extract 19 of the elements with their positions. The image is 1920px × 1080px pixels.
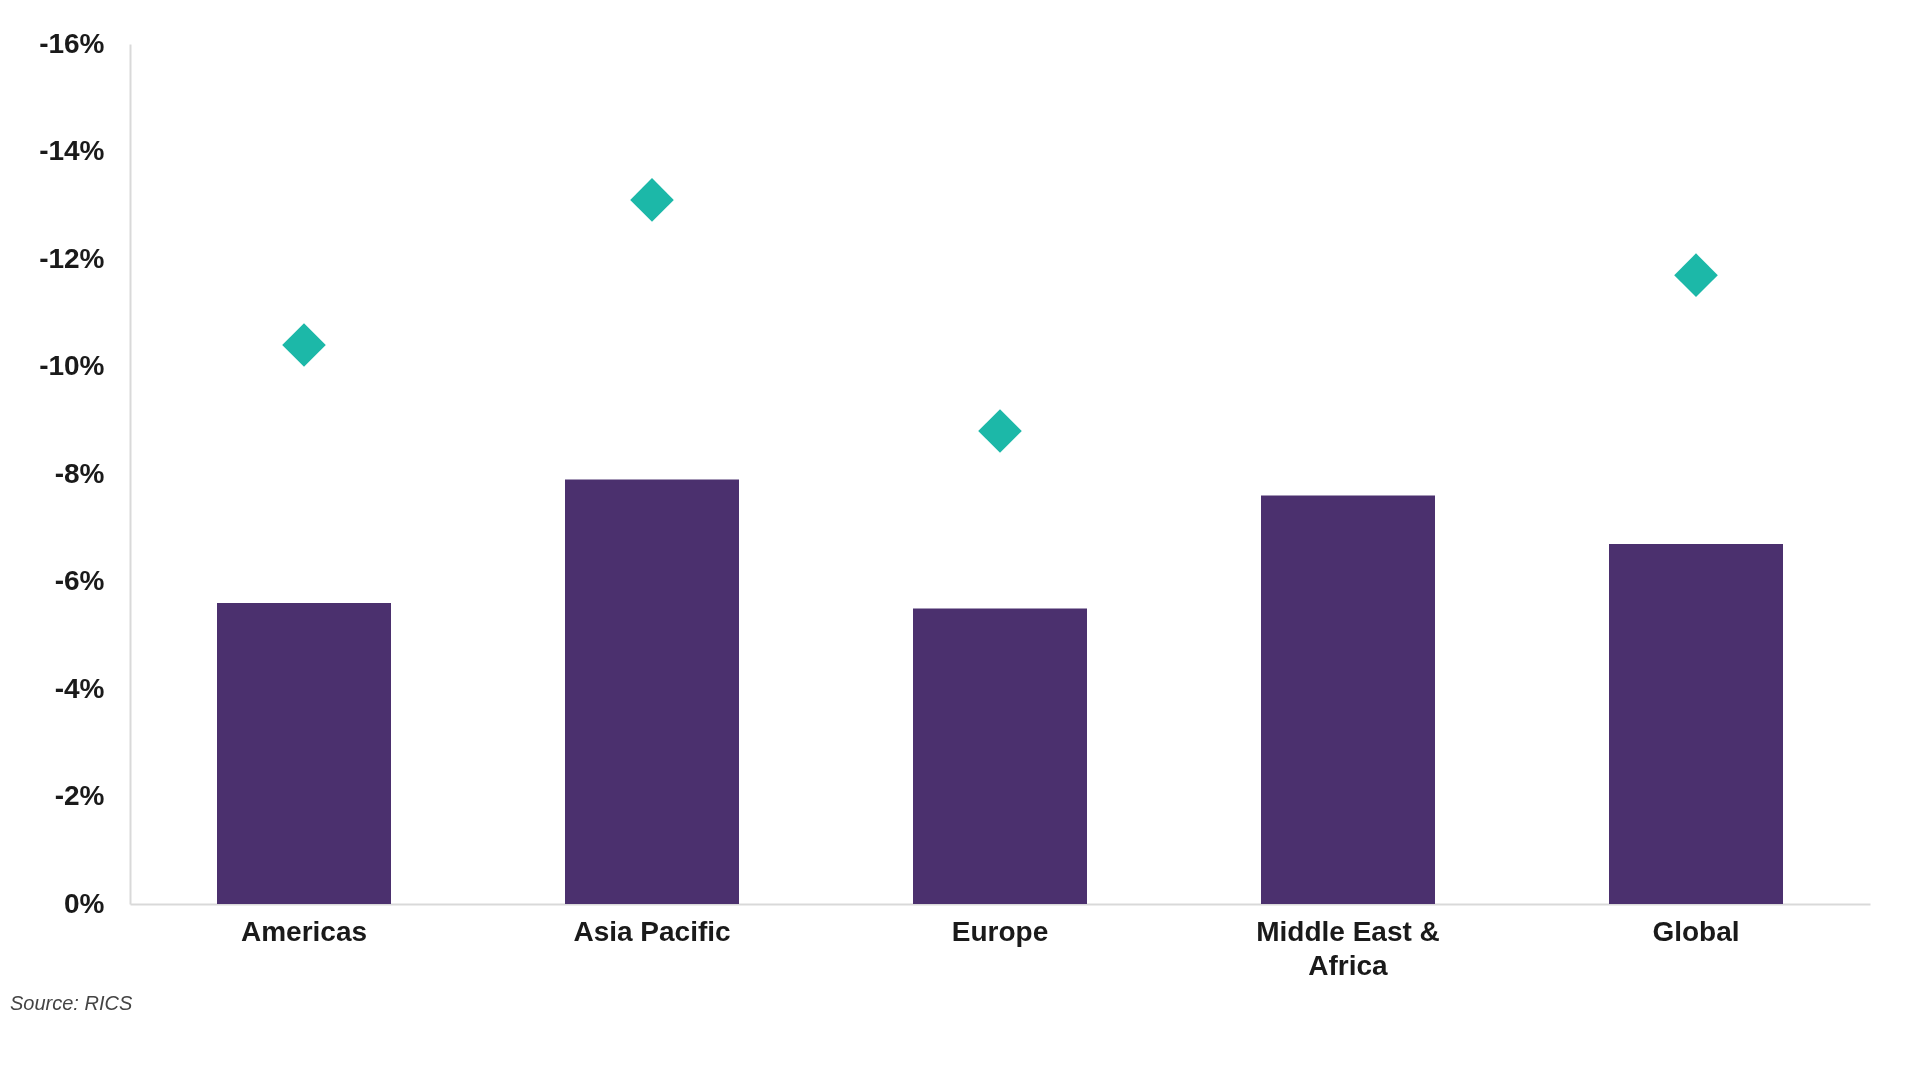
x-tick-label: Americas <box>240 915 368 947</box>
y-tick-label: -10% <box>39 350 105 381</box>
y-tick-label: -12% <box>39 242 105 274</box>
y-tick-label: 0% <box>64 887 105 919</box>
y-tick-label: -16% <box>39 27 105 59</box>
point <box>630 178 674 222</box>
y-tick-label: -2% <box>54 780 105 811</box>
source-note: Source: RICS <box>10 992 133 1014</box>
y-tick-label: -6% <box>54 565 105 596</box>
x-tick-label: Middle East & Africa <box>1256 915 1440 981</box>
x-tick-label: Global <box>1652 915 1740 947</box>
x-tick-label: Asia Pacific <box>573 915 731 947</box>
y-tick-label: -14% <box>39 135 105 166</box>
point <box>282 323 326 367</box>
x-tick-label: Europe <box>951 915 1049 947</box>
y-tick-label: -8% <box>54 457 105 489</box>
point <box>1674 253 1718 297</box>
point <box>978 409 1022 453</box>
y-tick-label: -4% <box>54 672 105 704</box>
